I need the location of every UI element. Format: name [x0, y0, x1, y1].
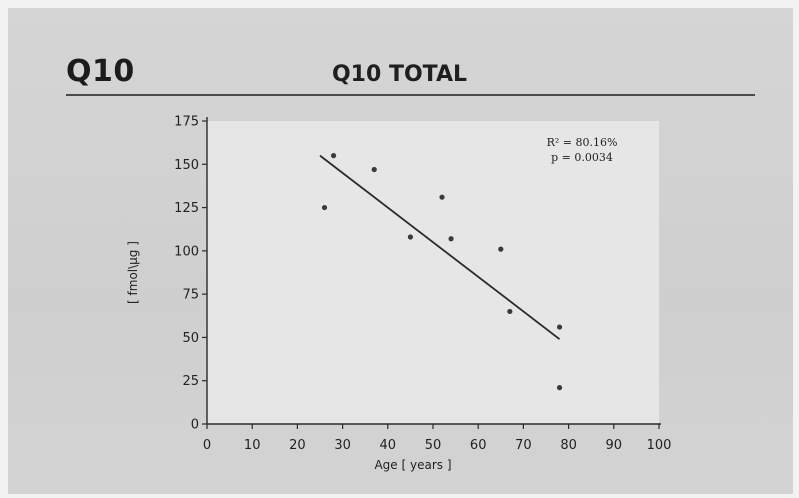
y-tick-label: 150	[174, 158, 199, 173]
x-tick-label: 100	[647, 438, 672, 453]
trend-line	[319, 154, 561, 340]
x-tick-label: 70	[515, 438, 532, 453]
y-tick-label: 50	[182, 331, 199, 346]
data-point	[371, 166, 377, 173]
y-tick-label: 25	[182, 374, 199, 389]
axes	[206, 117, 661, 425]
r-squared-annotation: R² = 80.16%	[547, 136, 618, 149]
p-value-annotation: p = 0.0034	[551, 151, 613, 164]
y-tick-label: 175	[174, 115, 199, 130]
data-point	[556, 324, 563, 330]
x-tick-label: 80	[560, 438, 577, 453]
x-tick-label: 90	[606, 438, 623, 453]
data-point	[321, 204, 328, 211]
x-tick-label: 0	[203, 438, 211, 453]
x-tick-label: 10	[244, 438, 261, 453]
slide-label: Q10	[66, 54, 135, 89]
x-tick-label: 50	[425, 438, 442, 453]
data-point	[498, 246, 504, 252]
y-tick-label: 75	[182, 288, 199, 303]
x-axis-ticks: 0 10 20 30 40 50 60 70 80 90 100	[203, 424, 672, 453]
x-tick-label: 20	[289, 438, 306, 453]
y-axis-ticks: 0 25 50 75 100 125 150 175	[174, 115, 207, 433]
title-rule	[66, 94, 755, 96]
data-points	[321, 153, 563, 391]
y-axis-label: [ fmol\µg ]	[126, 241, 140, 304]
slide-title: Q10 TOTAL	[331, 62, 468, 87]
data-point	[556, 385, 563, 391]
y-tick-label: 0	[191, 418, 199, 433]
data-point	[330, 153, 337, 159]
y-tick-label: 125	[174, 201, 199, 216]
plot-area	[207, 121, 659, 424]
data-point	[407, 234, 413, 240]
data-point	[448, 236, 454, 242]
x-tick-label: 40	[380, 438, 397, 453]
x-tick-label: 30	[334, 438, 351, 453]
data-point	[507, 308, 513, 315]
data-point	[439, 194, 445, 200]
x-tick-label: 60	[470, 438, 487, 453]
y-tick-label: 100	[174, 244, 199, 259]
x-axis-label: Age [ years ]	[374, 458, 451, 472]
